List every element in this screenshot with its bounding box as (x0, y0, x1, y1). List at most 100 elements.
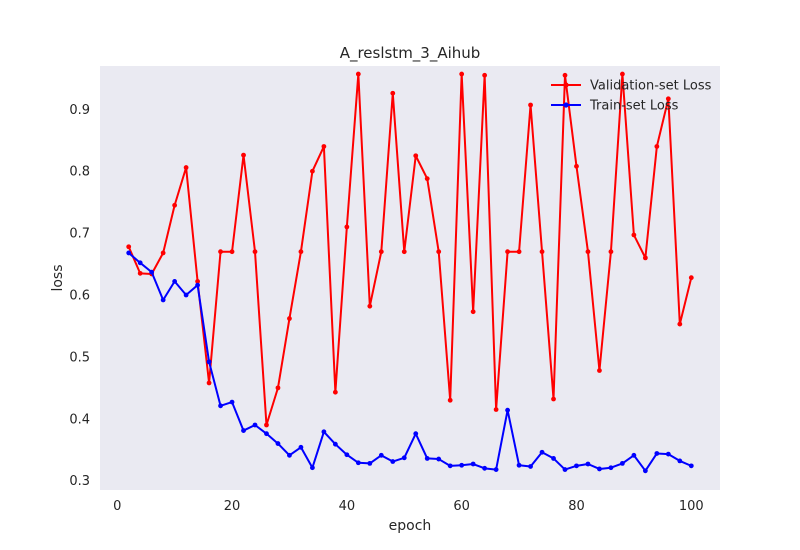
data-point (688, 463, 694, 469)
data-point (126, 244, 132, 250)
data-point (252, 422, 258, 428)
legend-label: Validation-set Loss (590, 79, 712, 94)
data-point (424, 176, 430, 182)
y-axis-label: loss (50, 264, 66, 291)
data-point (551, 456, 556, 461)
data-point (677, 321, 683, 327)
data-point (597, 466, 602, 472)
data-point (218, 249, 223, 255)
data-point (562, 467, 568, 472)
series-layer (126, 71, 694, 474)
data-point (355, 71, 361, 77)
data-point (355, 460, 361, 466)
data-point (654, 451, 660, 456)
data-point (172, 279, 178, 284)
data-point (436, 249, 442, 255)
data-point (206, 359, 212, 365)
data-point (183, 165, 189, 170)
data-point (332, 389, 338, 395)
data-point (585, 249, 591, 255)
data-point (665, 451, 671, 457)
data-point (528, 464, 533, 469)
data-point (677, 458, 683, 464)
data-point (413, 153, 419, 159)
data-point (195, 282, 200, 288)
data-point (172, 202, 178, 208)
data-point (149, 269, 155, 275)
data-point (310, 168, 315, 174)
data-point (516, 249, 522, 255)
data-point (241, 428, 246, 433)
data-point (390, 459, 396, 464)
data-point (470, 309, 476, 315)
data-point (275, 441, 281, 446)
x-tick-label: 80 (568, 499, 585, 514)
data-point (585, 461, 591, 467)
y-tick-label: 0.3 (69, 474, 90, 489)
data-point (631, 452, 637, 458)
data-point (493, 407, 499, 412)
data-point (160, 250, 166, 256)
data-point (310, 465, 315, 471)
legend: Validation-set Loss Train-set Loss (551, 79, 712, 114)
data-point (195, 279, 200, 284)
data-point (447, 463, 453, 469)
data-point (574, 463, 579, 469)
data-point (287, 316, 292, 321)
data-point (264, 422, 269, 428)
data-point (516, 462, 522, 468)
data-point (241, 152, 246, 158)
data-point (367, 460, 373, 466)
data-point (459, 462, 465, 468)
data-point (264, 431, 269, 437)
data-point (344, 224, 350, 230)
y-tick-label: 0.6 (69, 289, 90, 304)
data-point (367, 303, 373, 309)
data-point (332, 441, 338, 447)
data-point (378, 452, 384, 458)
data-point (505, 249, 510, 255)
x-tick-label: 20 (224, 499, 241, 514)
x-tick-label: 100 (679, 499, 704, 514)
x-tick-label: 0 (113, 499, 121, 514)
data-point (654, 144, 660, 149)
data-point (390, 90, 396, 96)
data-point (574, 163, 579, 169)
data-point (298, 249, 304, 255)
legend-marker (563, 82, 569, 88)
x-tick-label: 40 (339, 499, 356, 514)
data-point (642, 468, 648, 474)
data-point (631, 232, 637, 238)
data-point (378, 249, 384, 255)
data-point (183, 292, 189, 298)
data-point (206, 380, 212, 386)
data-point (470, 461, 476, 467)
data-point (539, 249, 545, 255)
data-point (620, 71, 625, 77)
data-point (688, 275, 694, 281)
data-point (436, 456, 442, 462)
chart-title: A_reslstm_3_Aihub (340, 44, 481, 63)
series-train (126, 250, 694, 474)
data-point (413, 431, 419, 437)
data-point (298, 444, 304, 450)
data-point (218, 403, 223, 409)
data-point (229, 249, 235, 255)
data-point (597, 368, 602, 373)
data-point (287, 452, 292, 458)
data-point (562, 72, 568, 78)
data-point (160, 297, 166, 303)
data-point (528, 102, 533, 108)
y-tick-label: 0.5 (69, 350, 90, 365)
x-tick-label: 60 (453, 499, 470, 514)
data-point (344, 452, 350, 458)
data-point (275, 385, 281, 391)
data-point (608, 249, 614, 255)
data-point (551, 396, 556, 402)
data-point (539, 449, 545, 455)
series-validation (126, 71, 694, 428)
data-point (229, 399, 235, 405)
data-point (137, 260, 143, 266)
y-tick-label: 0.4 (69, 412, 90, 427)
